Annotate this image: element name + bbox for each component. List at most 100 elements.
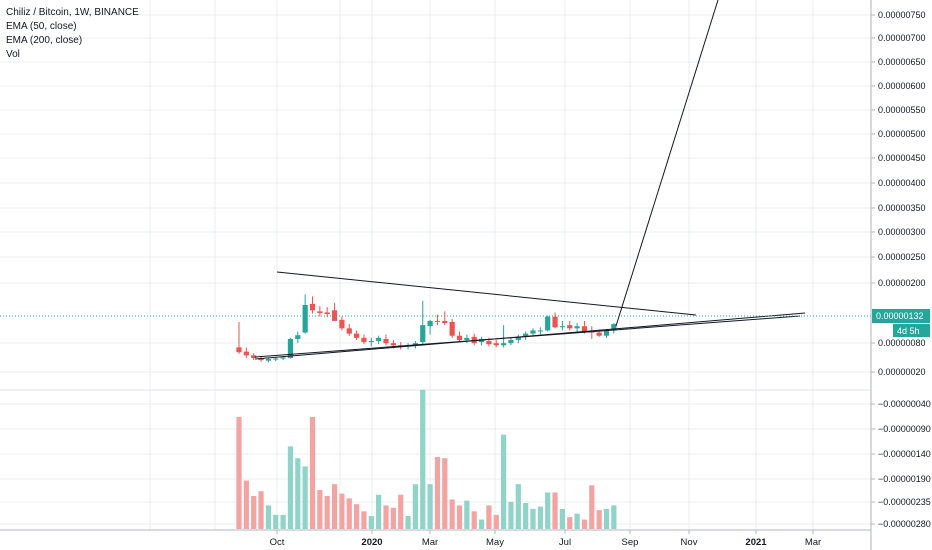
legend-ema50[interactable]: EMA (50, close): [6, 21, 77, 32]
candle-body: [530, 330, 536, 334]
volume-bar: [331, 484, 338, 529]
price-axis-tick-label: 0.00000080: [878, 338, 926, 348]
legend-ema200[interactable]: EMA (200, close): [6, 35, 83, 46]
volume-bar: [530, 508, 536, 529]
candle-body: [354, 333, 360, 338]
volume-bar: [295, 458, 301, 529]
countdown-badge-label: 4d 5h: [897, 326, 920, 336]
time-axis-tick-label: Mar: [422, 537, 438, 548]
candle-body: [574, 326, 580, 329]
candle-body: [537, 330, 543, 332]
volume-bar: [523, 503, 529, 529]
volume-bar: [376, 494, 382, 529]
price-axis-tick-label: 0.00000400: [878, 178, 926, 188]
candle-body: [273, 358, 279, 360]
volume-bar: [420, 389, 426, 529]
candle-body: [243, 351, 249, 356]
candle-body: [383, 338, 389, 344]
legend-title[interactable]: Chiliz / Bitcoin, 1W, BINANCE: [6, 7, 139, 18]
candle-body: [420, 325, 426, 343]
candle-body: [251, 355, 257, 358]
volume-bar: [287, 446, 294, 529]
candle-body: [486, 341, 492, 345]
countdown-badge: [893, 324, 930, 337]
time-axis-tick-label: May: [486, 537, 504, 548]
price-axis-tick-label: 0.00000550: [878, 105, 926, 115]
time-axis-tick-label: 2021: [745, 537, 767, 548]
candle-body: [581, 326, 588, 332]
volume-bar: [442, 458, 448, 529]
price-axis-tick-label: 0.00000250: [878, 252, 926, 262]
price-axis-tick-label: −0.00000190: [878, 474, 931, 484]
candle-body: [552, 316, 558, 328]
candle-body: [339, 319, 345, 329]
candle-body: [596, 332, 602, 336]
volume-bar: [383, 505, 389, 529]
support-trendline-parallel: [254, 315, 801, 358]
volume-bar: [449, 499, 455, 529]
candle-body: [265, 359, 271, 361]
candle-body: [331, 310, 338, 321]
candle-body: [603, 330, 610, 336]
volume-bar: [581, 519, 588, 529]
volume-bar: [405, 516, 411, 529]
price-axis-tick-label: 0.00000300: [878, 227, 926, 237]
candle-body: [280, 357, 286, 359]
time-axis-tick-label: 2020: [361, 537, 382, 548]
volume-bar: [456, 505, 463, 529]
volume-bar: [427, 484, 433, 529]
candle-body: [464, 337, 470, 340]
volume-bar: [478, 519, 485, 529]
volume-bar: [317, 490, 323, 529]
candle-body: [523, 333, 529, 337]
candle-body: [471, 336, 477, 344]
volume-bar: [368, 516, 374, 529]
volume-bar: [515, 484, 521, 529]
resistance-trendline: [276, 271, 697, 316]
volume-bar: [567, 517, 573, 529]
volume-bar: [324, 495, 330, 529]
candle-body: [545, 316, 551, 331]
candle-body: [302, 305, 308, 333]
volume-bar: [280, 514, 286, 529]
volume-bar: [309, 416, 316, 529]
volume-bar: [361, 511, 367, 529]
candle-body: [508, 339, 514, 344]
candle-body: [442, 320, 448, 324]
candle-body: [287, 338, 294, 358]
candle-body: [559, 326, 565, 328]
last-price-badge-label: 0.00000132: [876, 311, 924, 321]
volume-bar: [398, 494, 404, 529]
price-axis-tick-label: −0.00000235: [878, 497, 931, 507]
candle-body: [361, 337, 367, 343]
chart-legend: Chiliz / Bitcoin, 1W, BINANCE EMA (50, c…: [6, 6, 139, 62]
volume-bar: [501, 434, 507, 529]
price-axis-tick-label: −0.00000090: [878, 424, 931, 434]
volume-bar: [611, 505, 617, 529]
candle-body: [493, 343, 499, 346]
price-axis-tick-label: 0.00000350: [878, 203, 926, 213]
time-axis-tick-label: Sep: [622, 537, 639, 548]
candle-body: [309, 303, 316, 311]
price-axis-tick-label: 0.00000200: [878, 278, 926, 288]
candle-body: [346, 328, 352, 334]
volume-bar: [471, 511, 477, 529]
price-axis-tick-label: 0.00000600: [878, 81, 926, 91]
candle-body: [390, 343, 396, 346]
volume-bar: [434, 457, 441, 529]
volume-bar: [464, 500, 470, 529]
volume-bar: [508, 501, 514, 529]
candle-body: [324, 312, 330, 315]
candle-body: [317, 311, 323, 313]
price-axis-tick-label: 0.00000650: [878, 57, 926, 67]
candle-body: [368, 341, 374, 343]
candle-body: [611, 324, 617, 331]
candle-body: [434, 320, 441, 322]
time-axis-tick-label: Jul: [559, 537, 571, 548]
volume-bar: [589, 485, 595, 529]
volume-bar: [390, 507, 396, 529]
breakout-projection-line: [615, 0, 719, 327]
legend-vol[interactable]: Vol: [6, 49, 20, 60]
